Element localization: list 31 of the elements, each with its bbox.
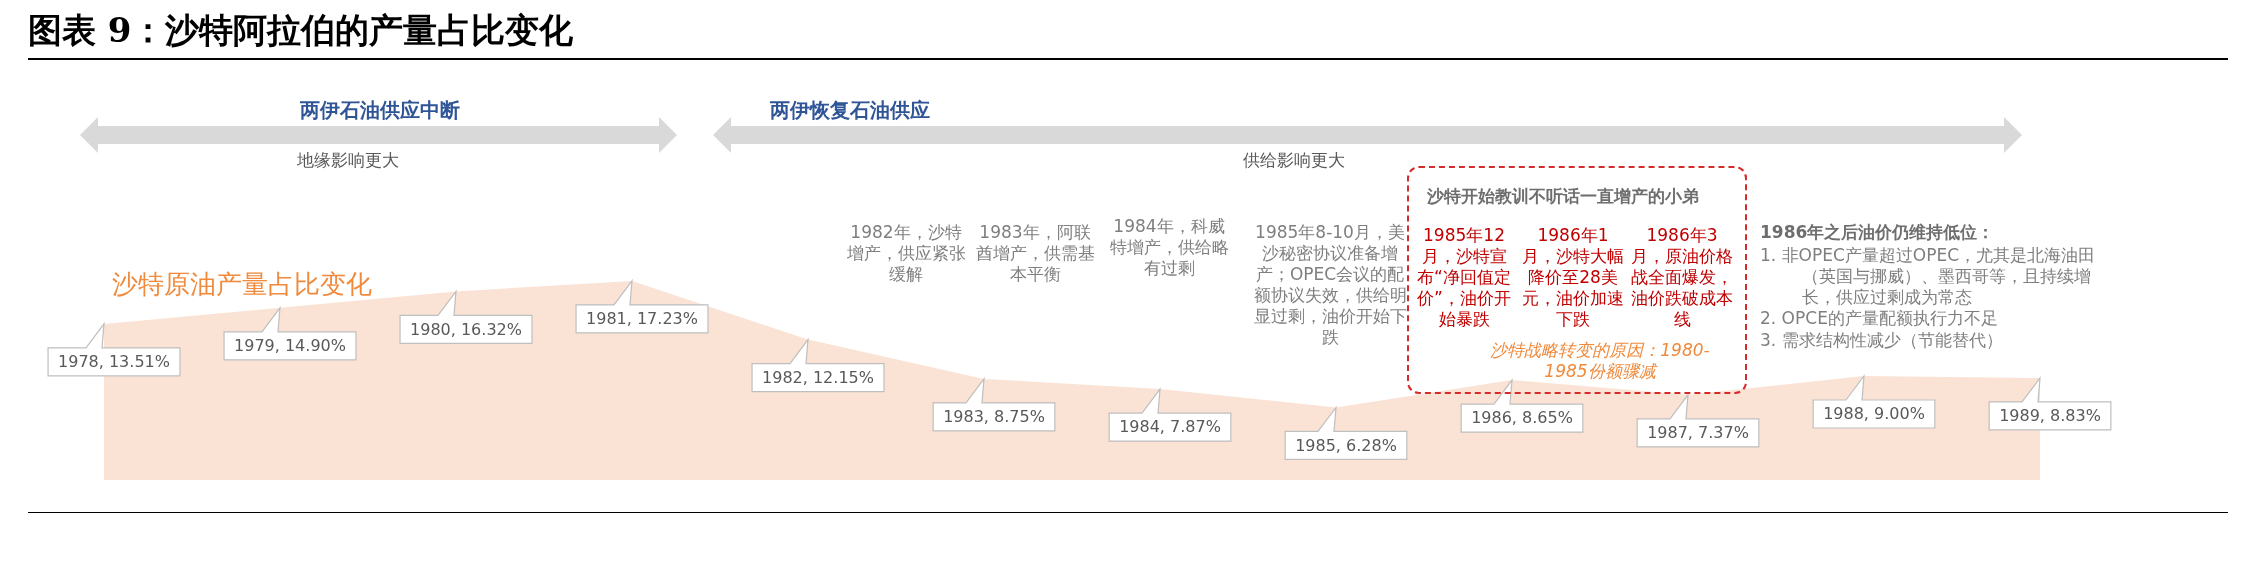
text: 供给影响更大 (1243, 150, 1345, 171)
annotation: 1985年12月，沙特宣布“净回值定价”，油价开始暴跌 (1416, 225, 1512, 330)
text: 两伊石油供应中断 (300, 98, 460, 122)
annotation: 1983年，阿联酋增产，供需基本平衡 (974, 222, 1096, 285)
data-label: 1986, 8.65% (1471, 408, 1573, 428)
annotation: 沙特战略转变的原因：1980-1985份额骤减 (1490, 340, 1710, 382)
annotation: 1985年8-10月，美沙秘密协议准备增产；OPEC会议的配额协议失效，供给明显过剩，油价开始下跌 (1252, 222, 1408, 348)
data-label: 1979, 14.90% (234, 335, 346, 355)
annotation: 1982年，沙特增产，供应紧张缓解 (846, 222, 966, 285)
text: 1984年，科威特增产，供给略有过剩 (1108, 216, 1230, 279)
data-label: 1978, 13.51% (58, 352, 170, 372)
data-label: 1983, 8.75% (943, 407, 1045, 427)
data-label: 1981, 17.23% (586, 309, 698, 329)
text: 沙特开始教训不听话一直增产的小弟 (1427, 186, 1699, 207)
data-label: 1980, 16.32% (410, 319, 522, 339)
annotation: 1986年3月，原油价格战全面爆发，油价跌破成本线 (1630, 225, 1734, 330)
data-label: 1982, 12.15% (762, 367, 874, 387)
data-label: 1987, 7.37% (1647, 422, 1749, 442)
annotation: 1986年1月，沙特大幅降价至28美元，油价加速下跌 (1521, 225, 1625, 330)
text: 地缘影响更大 (297, 150, 399, 171)
series-label: 沙特原油产量占比变化 (112, 268, 372, 299)
data-label: 1984, 7.87% (1119, 417, 1221, 437)
text: 两伊恢复石油供应 (770, 98, 930, 122)
chart-title: 图表 9：沙特阿拉伯的产量占比变化 (28, 9, 574, 52)
data-label: 1988, 9.00% (1823, 404, 1925, 424)
data-label: 1989, 8.83% (1999, 406, 2101, 426)
text: 1986年之后油价仍维持低位： (1760, 222, 1995, 243)
annotation: 2. OPCE的产量配额执行力不足 (1760, 308, 1999, 329)
annotation: 1. 非OPEC产量超过OPEC，尤其是北海油田（英国与挪威）、墨西哥等，且持续增长，供应过剩成为常态 (1760, 245, 2097, 308)
data-label: 1985, 6.28% (1295, 435, 1397, 455)
annotation: 3. 需求结构性减少（节能替代） (1760, 330, 2004, 351)
